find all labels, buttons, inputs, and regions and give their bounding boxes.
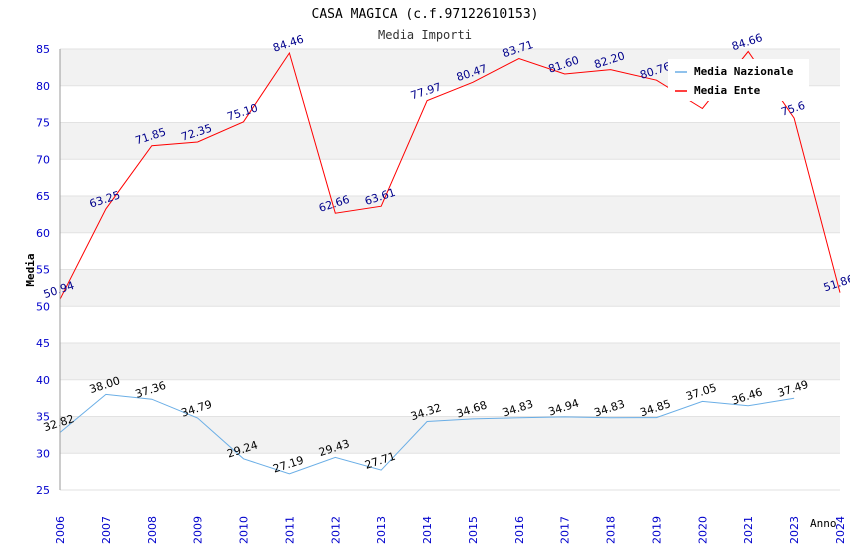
grid-band (60, 196, 840, 233)
x-axis-label: Anno (810, 517, 837, 530)
x-tick-label: 2011 (283, 516, 296, 544)
y-tick-label: 35 (36, 411, 50, 424)
grid-band (60, 232, 840, 270)
x-tick-label: 2016 (513, 516, 526, 544)
x-tick-label: 2009 (192, 516, 205, 544)
y-tick-label: 55 (36, 264, 50, 277)
grid-bands (60, 48, 840, 491)
x-tick-label: 2015 (467, 516, 480, 544)
x-tick-label: 2024 (834, 516, 847, 544)
legend-label-media-nazionale: Media Nazionale (694, 65, 794, 78)
grid-band (60, 379, 840, 417)
chart-title: CASA MAGICA (c.f.97122610153) (312, 7, 539, 22)
legend-label-media-ente: Media Ente (694, 84, 761, 97)
x-tick-label: 2021 (742, 516, 755, 544)
x-tick-label: 2010 (238, 516, 251, 544)
grid-band (60, 306, 840, 343)
grid-band (60, 343, 840, 380)
x-tick-label: 2006 (54, 516, 67, 544)
grid-band (60, 269, 840, 307)
series-line-media-nazionale (59, 393, 795, 475)
x-tick-label: 2019 (650, 516, 663, 544)
y-tick-label: 50 (36, 300, 50, 313)
chart-subtitle: Media Importi (378, 28, 472, 42)
x-tick-label: 2007 (100, 516, 113, 544)
y-axis-label: Media (24, 253, 37, 286)
y-tick-label: 65 (36, 190, 50, 203)
y-tick-label: 85 (36, 43, 50, 56)
x-tick-label: 2014 (421, 516, 434, 544)
x-tick-label: 2008 (146, 516, 159, 544)
y-tick-label: 60 (36, 227, 50, 240)
y-tick-label: 25 (36, 484, 50, 497)
y-tick-label: 40 (36, 374, 50, 387)
y-tick-label: 45 (36, 337, 50, 350)
x-tick-label: 2017 (559, 516, 572, 544)
y-tick-label: 80 (36, 80, 50, 93)
y-tick-label: 75 (36, 117, 50, 130)
grid-band (60, 159, 840, 196)
y-tick-label: 70 (36, 153, 50, 166)
y-axis-ticks: 25 30 35 40 45 50 55 60 65 70 75 80 85 (36, 43, 50, 497)
legend-box (668, 59, 809, 101)
grid-band (60, 453, 840, 490)
x-tick-label: 2023 (788, 516, 801, 544)
legend: Media Nazionale Media Ente (668, 59, 809, 101)
x-tick-label: 2013 (375, 516, 388, 544)
y-tick-label: 30 (36, 447, 50, 460)
x-tick-label: 2020 (696, 516, 709, 544)
x-tick-label: 2012 (329, 516, 342, 544)
x-axis-ticks: 2006 2007 2008 2009 2010 2011 2012 2013 2014 2015… (54, 516, 847, 544)
grid-band (60, 416, 840, 454)
grid-band (60, 122, 840, 160)
x-tick-label: 2018 (605, 516, 618, 544)
